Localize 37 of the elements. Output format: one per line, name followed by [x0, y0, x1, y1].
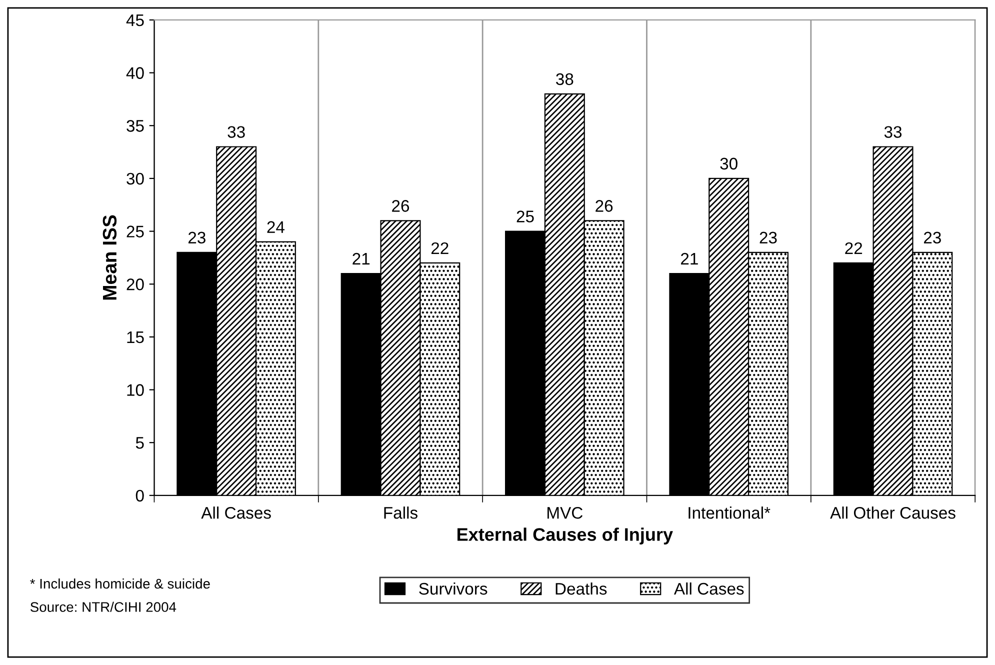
y-tick-label: 0 — [136, 490, 144, 502]
x-tick-label: MVC — [548, 506, 583, 519]
y-tick-label: 30 — [126, 172, 144, 185]
legend-label: Deaths — [556, 582, 607, 595]
data-label: 30 — [720, 158, 738, 170]
data-label: 22 — [431, 242, 448, 254]
y-axis-title: Mean ISS — [102, 215, 117, 300]
x-axis-title: External Causes of Injury — [458, 528, 673, 544]
data-label: 25 — [516, 210, 534, 222]
data-label: 23 — [760, 232, 777, 244]
legend-label: Survivors — [419, 582, 488, 595]
data-label: 21 — [352, 252, 370, 265]
y-tick-label: 20 — [126, 278, 144, 290]
x-tick-label: Intentional* — [688, 506, 770, 519]
data-label: 24 — [267, 221, 284, 233]
data-label: 38 — [556, 73, 574, 86]
source-note: Source: NTR/CIHI 2004 — [30, 602, 176, 612]
x-tick-label: All Cases — [201, 506, 271, 519]
legend-label: All Cases — [674, 582, 744, 595]
data-label: 23 — [188, 232, 206, 244]
y-tick-label: 15 — [127, 332, 144, 344]
y-tick-label: 10 — [127, 384, 144, 396]
x-tick-label: All Other Causes — [830, 506, 956, 519]
data-label: 33 — [228, 126, 245, 138]
data-label: 23 — [924, 232, 941, 244]
x-tick-label: Falls — [384, 506, 418, 519]
text: * Includes homicide & suicide — [30, 578, 210, 589]
y-tick-label: 25 — [126, 226, 144, 238]
y-tick-label: 45 — [126, 14, 144, 26]
y-tick-label: 35 — [126, 120, 144, 132]
data-label: 33 — [884, 126, 902, 138]
data-label: 22 — [845, 242, 862, 254]
data-label: 26 — [596, 200, 613, 212]
data-label: 26 — [392, 200, 410, 212]
data-label: 21 — [681, 252, 698, 265]
y-tick-label: 40 — [126, 67, 144, 79]
y-tick-label: 5 — [136, 437, 144, 449]
